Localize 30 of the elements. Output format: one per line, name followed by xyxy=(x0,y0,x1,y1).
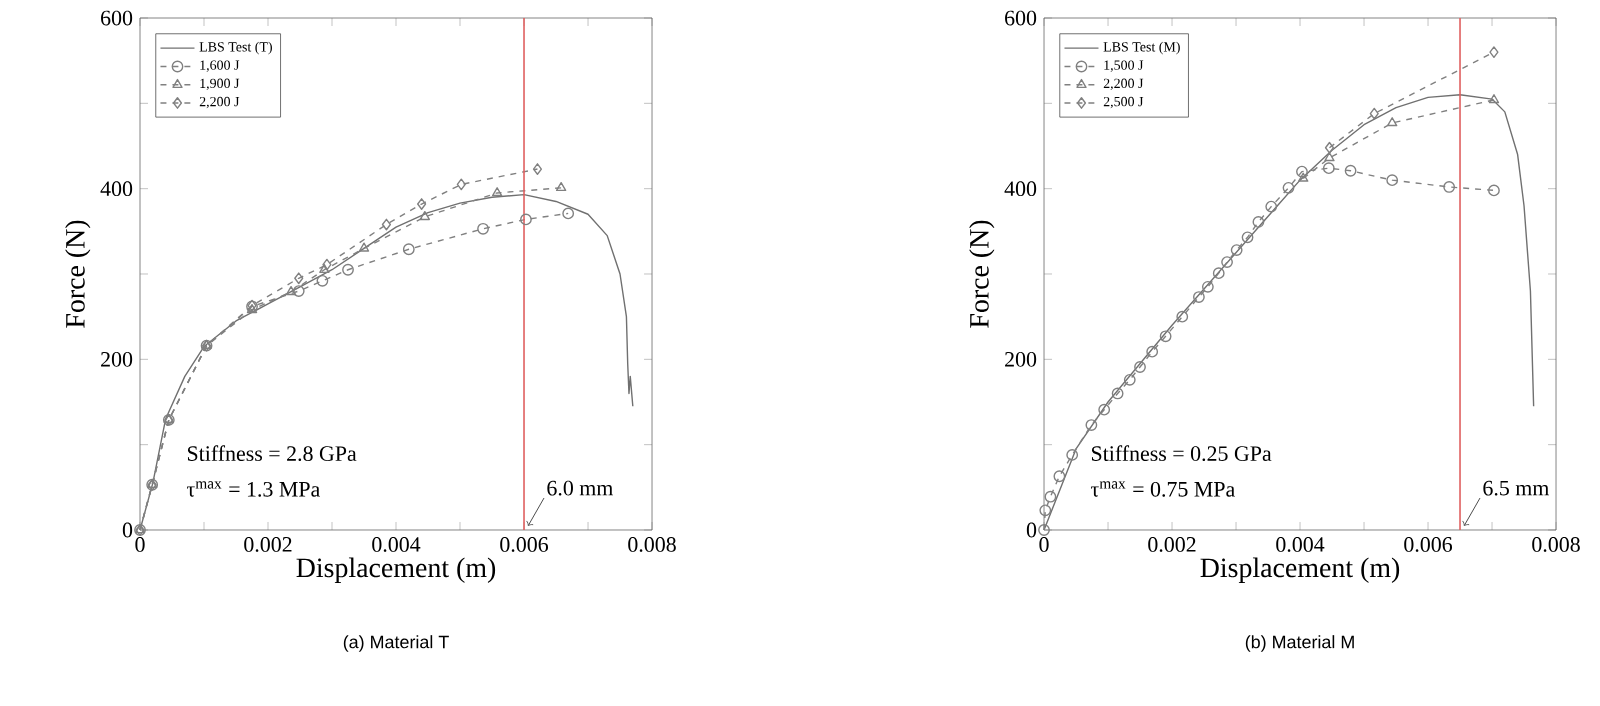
annotation: τ$^{max}$ = 1.3 MPa xyxy=(186,481,320,497)
annotation: Stiffness = 0.25 GPa xyxy=(1091,445,1272,462)
ref-line-label: 6.5 mm xyxy=(1483,480,1550,496)
annotation: τ$^{max}$ = 0.75 MPa xyxy=(1090,481,1235,497)
x-tick-label: 0.008 xyxy=(628,537,676,552)
y-axis-title: Force (N) xyxy=(969,220,995,328)
x-tick-label: 0.006 xyxy=(1404,537,1453,552)
x-tick-label: 0.004 xyxy=(372,537,421,552)
y-tick-label: 400 xyxy=(100,181,133,197)
y-axis-title: Force (N) xyxy=(65,220,91,328)
x-axis-title: Displacement (m) xyxy=(1200,557,1400,583)
x-tick-label: 0.002 xyxy=(244,537,292,552)
x-tick-label: 0.002 xyxy=(1148,537,1196,552)
x-tick-label: 0.004 xyxy=(1276,537,1325,552)
y-tick-label: 0 xyxy=(122,522,133,538)
y-tick-label: 600 xyxy=(1005,10,1037,26)
x-tick-label: 0 xyxy=(135,537,145,552)
text: (a) Material T xyxy=(343,635,449,652)
y-tick-label: 200 xyxy=(1005,351,1037,367)
ref-line-label: 6.0 mm xyxy=(547,480,614,496)
text: (b) Material M xyxy=(1245,635,1354,652)
y-tick-label: 400 xyxy=(1004,181,1037,197)
y-tick-label: 600 xyxy=(101,10,133,26)
annotation: Stiffness = 2.8 GPa xyxy=(187,445,357,462)
x-tick-label: 0 xyxy=(1039,537,1049,552)
x-tick-label: 0.006 xyxy=(500,537,549,552)
x-axis-title: Displacement (m) xyxy=(296,557,496,583)
y-tick-label: 0 xyxy=(1026,522,1037,538)
y-tick-label: 200 xyxy=(101,351,133,367)
x-tick-label: 0.008 xyxy=(1532,537,1580,552)
